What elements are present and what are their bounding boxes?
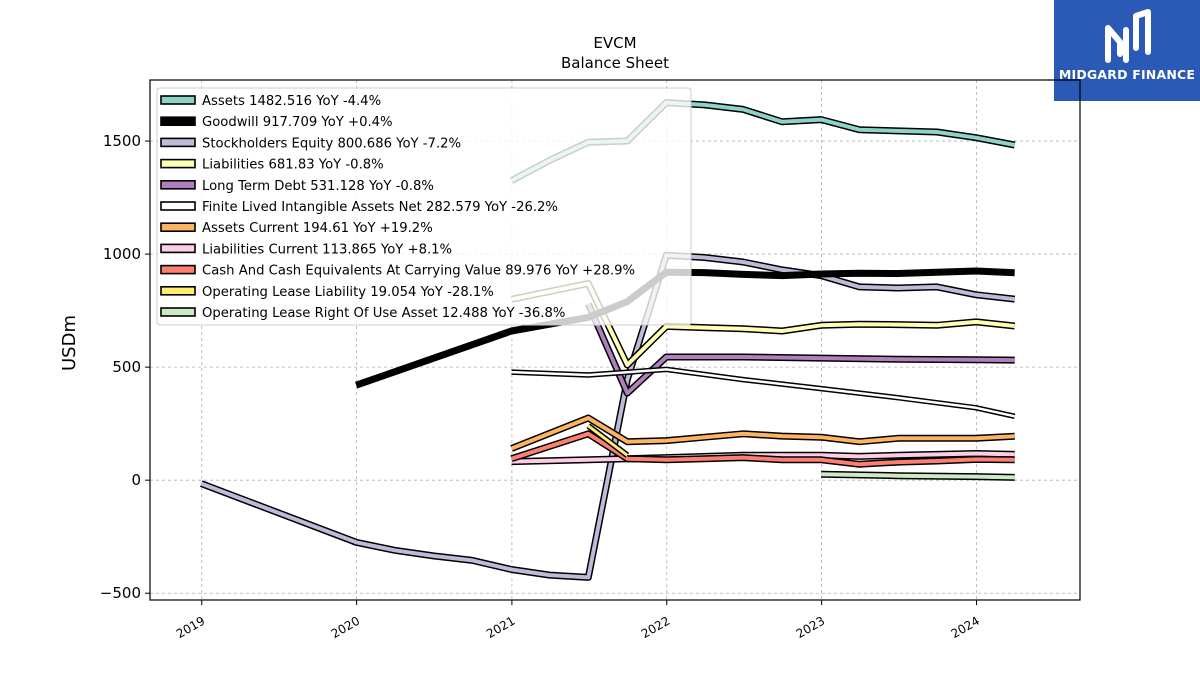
legend-swatch [160,264,196,275]
legend-swatch [160,243,196,254]
series-liabilities-current [511,450,1015,466]
brand-logo: MIDGARD FINANCE [1054,0,1200,101]
y-tick-label: −500 [100,584,141,602]
legend-item: Finite Lived Intangible Assets Net 282.5… [160,200,558,215]
legend-label: Assets Current 194.61 YoY +19.2% [202,221,433,236]
legend-item: Liabilities 681.83 YoY -0.8% [160,158,384,173]
series-long-term-debt [585,302,1015,397]
legend-label: Operating Lease Right Of Use Asset 12.48… [202,306,565,321]
x-tick-label: 2022 [639,614,672,641]
legend-label: Assets 1482.516 YoY -4.4% [202,94,381,109]
legend-label: Stockholders Equity 800.686 YoY -7.2% [202,136,461,151]
legend-item: Assets 1482.516 YoY -4.4% [160,94,381,109]
series-line [511,281,1015,367]
legend-swatch [160,307,196,317]
series-assets-current [510,414,1015,452]
chart-subtitle: Balance Sheet [561,54,669,72]
x-tick-label: 2020 [329,614,362,641]
legend-swatch [160,158,196,169]
series-cash-and-cash-equivalents-at-carrying-value [510,430,1015,468]
series-line [586,302,1015,396]
x-tick-label: 2021 [484,614,517,641]
legend-item: Long Term Debt 531.128 YoY -0.8% [160,179,434,194]
legend-label: Finite Lived Intangible Assets Net 282.5… [202,200,558,215]
legend-item: Cash And Cash Equivalents At Carrying Va… [160,264,635,279]
legend-swatch [160,285,196,296]
series-line [510,416,1015,451]
y-tick-label: 1500 [103,132,141,150]
legend-item: Operating Lease Right Of Use Asset 12.48… [160,306,565,321]
legend-swatch [160,116,196,126]
legend-label: Cash And Cash Equivalents At Carrying Va… [202,264,635,279]
chart-title: EVCM [593,34,636,52]
legend-label: Operating Lease Liability 19.054 YoY -28… [202,285,494,300]
x-tick-label: 2019 [174,614,207,641]
legend-item: Goodwill 917.709 YoY +0.4% [160,115,393,130]
legend-swatch [160,180,196,190]
series-line [510,431,1015,467]
y-axis-label: USDm [59,315,80,371]
y-tick-label: 0 [131,471,141,489]
x-tick-label: 2024 [949,614,982,641]
series-operating-lease-right-of-use-asset [821,470,1015,481]
series-outline [511,366,1016,419]
series-line [511,451,1015,464]
legend-swatch [160,201,196,211]
brand-name: MIDGARD FINANCE [1058,67,1196,82]
series-line [587,424,629,457]
legend-box [156,87,692,326]
legend: Assets 1482.516 YoY -4.4% Goodwill 917.70… [156,87,692,326]
legend-item: Stockholders Equity 800.686 YoY -7.2% [160,136,461,151]
x-tick-label: 2023 [794,614,827,641]
legend-swatch [160,95,196,105]
legend-item: Liabilities Current 113.865 YoY +8.1% [160,242,452,257]
series-liabilities [510,280,1016,369]
plot-frame [149,79,1081,601]
legend-item: Operating Lease Liability 19.054 YoY -28… [160,285,494,300]
series-line [511,368,1015,418]
series-finite-lived-intangible-assets-net [511,366,1016,419]
legend-swatch [160,137,196,148]
legend-label: Long Term Debt 531.128 YoY -0.8% [202,179,434,194]
brand-logo-mark-icon [1105,9,1151,63]
y-tick-label: 500 [112,358,141,376]
legend-label: Goodwill 917.709 YoY +0.4% [202,115,393,130]
legend-label: Liabilities 681.83 YoY -0.8% [202,158,384,173]
series-line [821,472,1015,480]
legend-swatch [160,222,196,232]
legend-label: Liabilities Current 113.865 YoY +8.1% [202,242,452,257]
legend-item: Assets Current 194.61 YoY +19.2% [160,221,433,236]
series-operating-lease-liability [586,423,630,458]
y-tick-label: 1000 [103,245,141,263]
